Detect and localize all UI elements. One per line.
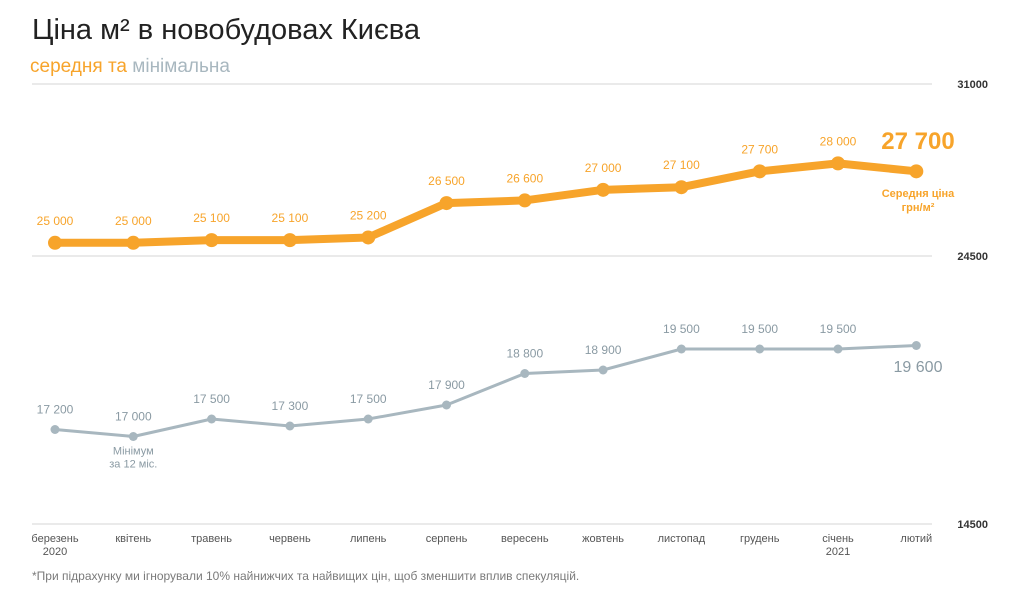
average-point-6 — [517, 193, 532, 208]
x-tick-label-7: жовтень — [582, 533, 624, 545]
x-tick-year-10: 2021 — [826, 546, 850, 558]
average-data-label-6: 26 600 — [506, 171, 543, 185]
minimum-data-label-8: 19 500 — [663, 322, 700, 336]
average-point-3 — [282, 233, 297, 248]
average-point-5 — [439, 196, 454, 211]
minimum-data-label-7: 18 900 — [585, 343, 622, 357]
average-data-label-1: 25 000 — [115, 214, 152, 228]
minimum-point-4 — [363, 414, 373, 424]
x-tick-label-3: червень — [269, 533, 311, 545]
minimum-data-label-6: 18 800 — [506, 347, 543, 361]
subtitle-and-word: та — [107, 56, 127, 77]
average-point-2 — [204, 233, 219, 248]
chart-title: Ціна м² в новобудовах Києва — [32, 14, 420, 46]
average-data-label-8: 27 100 — [663, 158, 700, 172]
average-data-label-9: 27 700 — [741, 142, 778, 156]
average-data-label-10: 28 000 — [820, 134, 857, 148]
minimum-data-label-0: 17 200 — [37, 403, 74, 417]
minimum-data-label-9: 19 500 — [741, 322, 778, 336]
minimum-data-label-5: 17 900 — [428, 378, 465, 392]
x-tick-label-9: грудень — [740, 533, 780, 545]
x-tick-label-11: лютий — [900, 533, 932, 545]
minimum-point-8 — [676, 344, 686, 354]
minimum-point-7 — [598, 365, 608, 375]
x-tick-label-5: серпень — [426, 533, 468, 545]
average-data-label-2: 25 100 — [193, 211, 230, 225]
minimum-data-label-2: 17 500 — [193, 392, 230, 406]
minimum-point-10 — [833, 344, 843, 354]
average-data-label-0: 25 000 — [37, 214, 74, 228]
y-tick-label: 14500 — [957, 519, 988, 531]
minimum-data-label-3: 17 300 — [272, 399, 309, 413]
subtitle-minimum-word: мінімальна — [132, 56, 230, 77]
minimum-annotation-line1: Мінімум — [113, 446, 154, 458]
x-tick-label-4: липень — [350, 533, 387, 545]
average-data-label-3: 25 100 — [272, 211, 309, 225]
minimum-point-0 — [50, 425, 60, 434]
average-point-1 — [126, 235, 141, 250]
chart-subtitle: середня та мінімальна — [30, 56, 230, 78]
average-data-label-5: 26 500 — [428, 174, 465, 188]
footnote: *При підрахунку ми ігнорували 10% найниж… — [32, 569, 580, 583]
average-data-label-4: 25 200 — [350, 208, 387, 222]
average-point-0 — [48, 235, 62, 250]
average-point-9 — [752, 164, 767, 179]
minimum-point-9 — [755, 344, 765, 354]
minimum-point-3 — [285, 421, 295, 431]
average-point-8 — [674, 180, 689, 195]
minimum-point-1 — [128, 432, 138, 441]
x-tick-label-0: березень — [31, 533, 78, 545]
average-last-label: 27 700 — [881, 128, 954, 155]
minimum-point-6 — [520, 369, 530, 378]
x-tick-label-6: вересень — [501, 533, 549, 545]
average-point-7 — [596, 182, 611, 197]
y-tick-label: 24500 — [957, 251, 988, 263]
x-tick-label-8: листопад — [658, 533, 706, 545]
minimum-data-label-10: 19 500 — [820, 322, 857, 336]
subtitle-average-word: середня — [30, 56, 103, 77]
x-tick-label-2: травень — [191, 533, 232, 545]
x-tick-year-0: 2020 — [43, 546, 67, 558]
minimum-data-label-4: 17 500 — [350, 392, 387, 406]
minimum-point-11 — [911, 341, 921, 350]
average-price-line — [51, 159, 921, 247]
y-tick-label: 31000 — [957, 79, 988, 91]
minimum-last-label: 19 600 — [894, 359, 943, 376]
average-data-label-7: 27 000 — [585, 161, 622, 175]
minimum-point-2 — [207, 414, 217, 424]
minimum-annotation-line2: за 12 міс. — [109, 459, 157, 471]
minimum-data-label-1: 17 000 — [115, 410, 152, 424]
average-annotation-line1: Середня ціна — [882, 188, 955, 200]
average-annotation-line2: грн/м² — [902, 202, 935, 214]
minimum-price-line — [54, 344, 917, 438]
x-tick-label-1: квітень — [115, 533, 151, 545]
average-point-4 — [361, 230, 376, 245]
average-point-11 — [909, 164, 924, 179]
average-point-10 — [831, 156, 845, 171]
minimum-point-5 — [442, 400, 451, 410]
x-tick-label-10: січень — [822, 533, 854, 545]
